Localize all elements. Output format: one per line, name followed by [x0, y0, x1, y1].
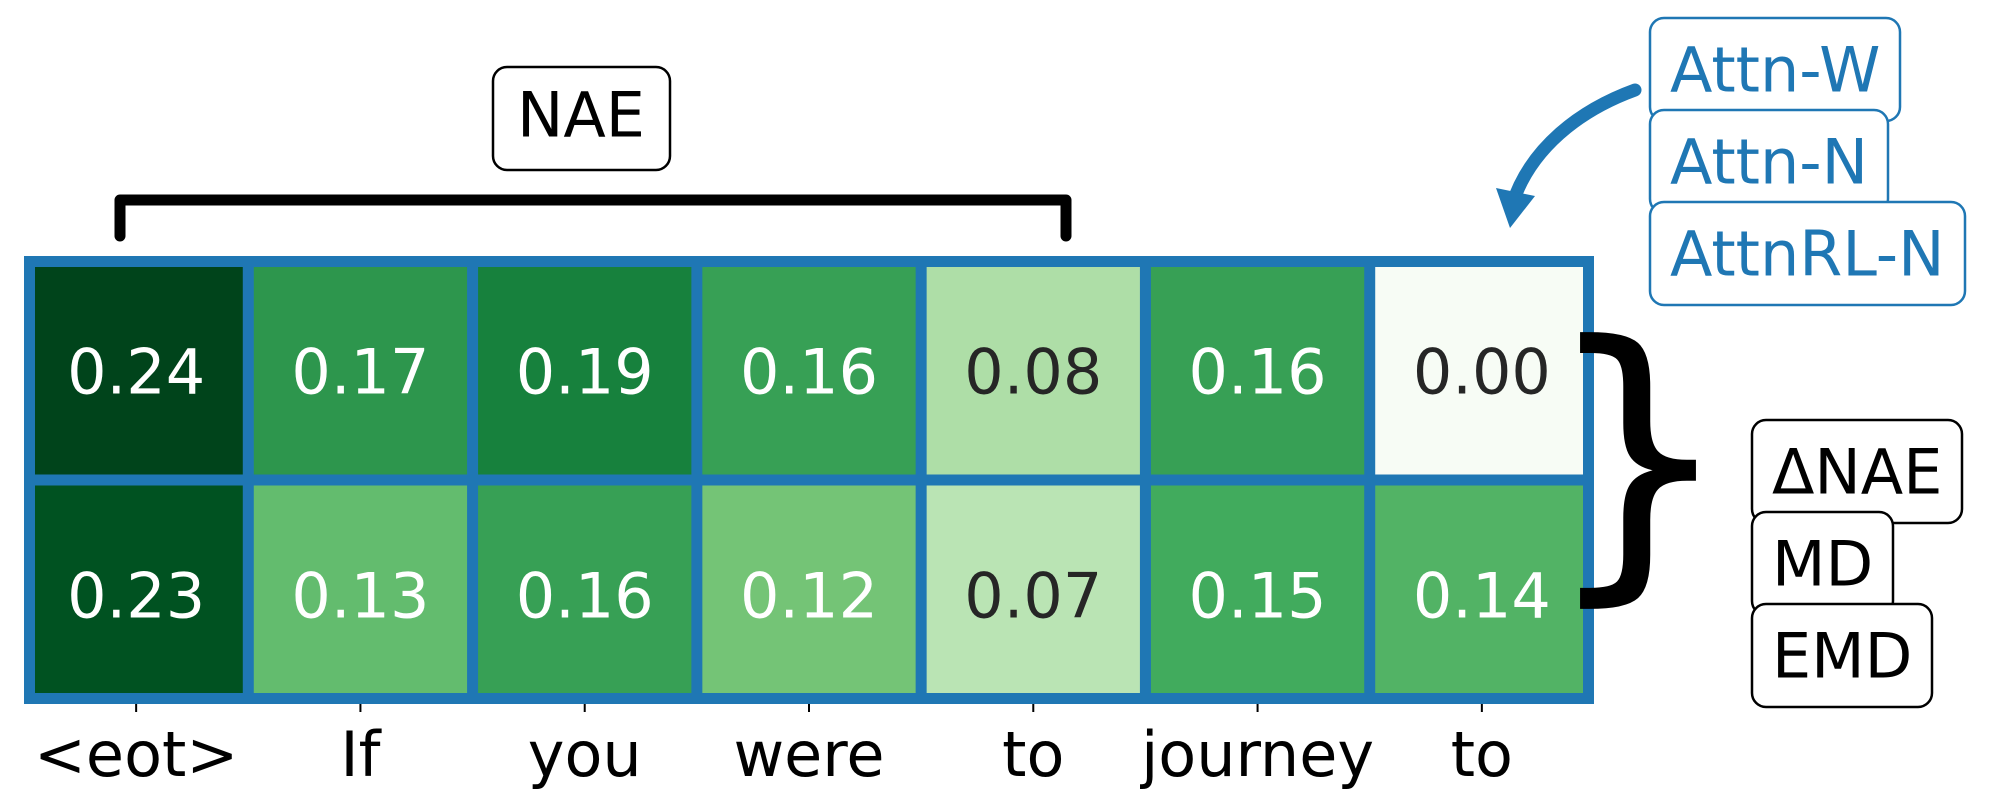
heatmap-cell-r0-c4 [926, 267, 1140, 475]
brace-label-text: EMD [1772, 620, 1912, 693]
cell-value-label: 0.07 [964, 560, 1102, 633]
cell-value-label: 0.23 [67, 560, 205, 633]
heatmap-cell-r0-c6 [1375, 267, 1583, 475]
x-tick-label: to [1002, 718, 1064, 791]
arrow-label-1: Attn-N [1648, 108, 1890, 215]
arrow-label-text: Attn-W [1670, 34, 1880, 107]
cell-value-label: 0.16 [740, 336, 878, 409]
brace-label-1: MD [1750, 510, 1895, 617]
nae-label-box [491, 65, 672, 172]
x-tick-label: you [528, 718, 642, 791]
x-tick-label: <eot> [34, 718, 238, 791]
heatmap-cell-r1-c2 [478, 485, 692, 693]
heatmap-cell-r0-c5 [1150, 267, 1365, 475]
row-brace: } [1543, 282, 1734, 631]
heatmap-cell-r0-c2 [478, 267, 692, 475]
arrow-label-text: Attn-N [1670, 126, 1868, 199]
nae-label: NAE [517, 79, 645, 152]
heatmap-cell-r1-c0 [35, 485, 243, 693]
x-tick-label: journey [1139, 718, 1374, 791]
brace-labels: ΔNAE MD EMD [1750, 418, 1964, 709]
x-tick-label: If [340, 718, 382, 791]
cell-value-label: 0.00 [1413, 336, 1551, 409]
brace-label-2: EMD [1750, 602, 1934, 709]
x-axis: <eot> If you were to journey to [34, 704, 1513, 791]
brace-label-0: ΔNAE [1750, 418, 1964, 525]
arrow-label-0: Attn-W [1648, 16, 1902, 123]
heatmap-cell-r1-c6 [1375, 485, 1583, 693]
heatmap-cell-r1-c5 [1150, 485, 1365, 693]
cell-value-label: 0.17 [291, 336, 429, 409]
heatmap-cell-r1-c4 [926, 485, 1140, 693]
brace-label-box [1750, 602, 1934, 709]
cell-value-label: 0.15 [1189, 560, 1327, 633]
heatmap-cell-r1-c1 [253, 485, 468, 693]
cell-value-label: 0.14 [1413, 560, 1551, 633]
cell-value-label: 0.08 [964, 336, 1102, 409]
cell-value-label: 0.19 [516, 336, 654, 409]
cell-value-label: 0.12 [740, 560, 878, 633]
heatmap-cell-r0-c0 [35, 267, 243, 475]
cell-value-label: 0.13 [291, 560, 429, 633]
cell-value-label: 0.16 [1189, 336, 1327, 409]
heatmap-cell-r0-c1 [253, 267, 468, 475]
x-tick-label: were [733, 718, 884, 791]
heatmap-cell-r0-c3 [702, 267, 916, 475]
annotation-arrow-head [1496, 188, 1535, 228]
heatmap-cells: 0.24 0.17 0.19 0.16 0.08 0.16 0.00 0.23 0.13 0.16… [35, 267, 1583, 693]
arrow-label-2: AttnRL-N [1648, 200, 1967, 307]
arrow-labels: Attn-W Attn-N AttnRL-N [1648, 16, 1967, 307]
cell-value-label: 0.24 [67, 336, 205, 409]
cell-value-label: 0.16 [516, 560, 654, 633]
arrow-label-box [1648, 200, 1967, 307]
x-tick-label: to [1451, 718, 1513, 791]
brace-label-text: ΔNAE [1772, 436, 1942, 509]
annotation-arrow [1505, 83, 1642, 212]
arrow-label-text: AttnRL-N [1670, 218, 1945, 291]
nae-bracket [114, 194, 1072, 242]
heatmap-cell-r1-c3 [702, 485, 916, 693]
brace-label-text: MD [1772, 528, 1873, 601]
